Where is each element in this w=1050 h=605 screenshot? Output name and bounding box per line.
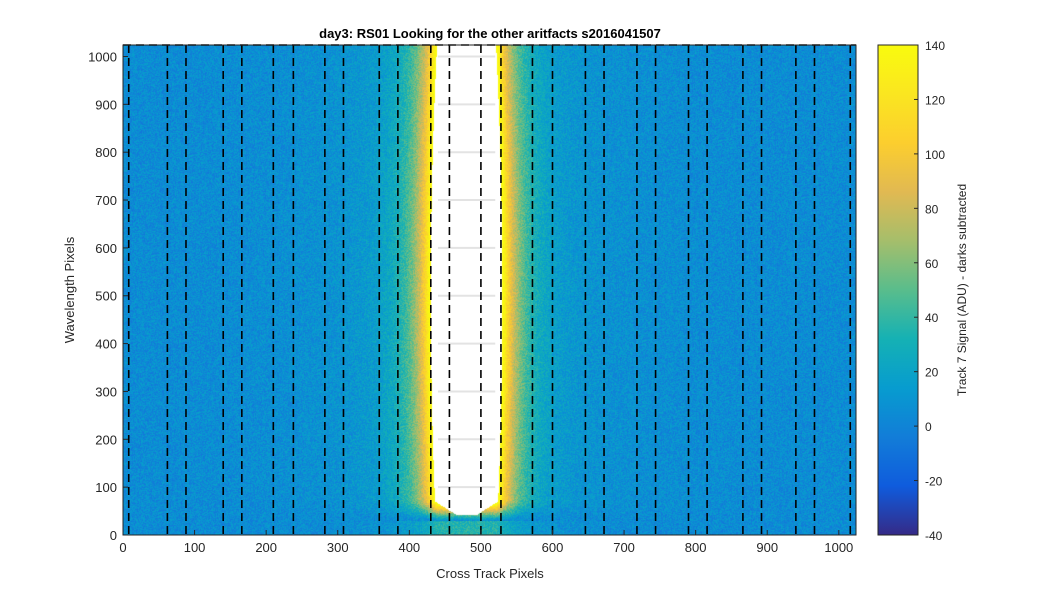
colorbar-tick-label: -20 xyxy=(925,475,943,489)
x-tick-label: 800 xyxy=(685,540,707,555)
heatmap-image xyxy=(123,45,856,535)
x-tick-label: 1000 xyxy=(824,540,853,555)
y-tick-label: 1000 xyxy=(88,49,117,64)
axes-frame xyxy=(122,44,857,536)
y-tick-label: 500 xyxy=(95,289,117,304)
y-tick-label: 800 xyxy=(95,145,117,160)
colorbar-tick-label: 20 xyxy=(925,366,939,380)
x-axis-label: Cross Track Pixels xyxy=(436,566,544,581)
x-tick-label: 900 xyxy=(756,540,778,555)
x-tick-label: 200 xyxy=(255,540,277,555)
x-axis: 0 100 200 300 400 500 600 700 800 900 1000 xyxy=(119,530,853,555)
x-tick-label: 500 xyxy=(470,540,492,555)
y-axis-label: Wavelength Pixels xyxy=(62,236,77,343)
x-tick-label: 400 xyxy=(398,540,420,555)
colorbar-tick-label: 120 xyxy=(925,93,945,107)
y-tick-label: 700 xyxy=(95,193,117,208)
y-axis: 0 100 200 300 400 500 600 700 800 900 1000 xyxy=(88,49,128,543)
colorbar-bar xyxy=(877,44,919,536)
colorbar-tick-label: 80 xyxy=(925,202,939,216)
x-tick-label: 700 xyxy=(613,540,635,555)
chart-title: day3: RS01 Looking for the other aritfac… xyxy=(319,26,661,41)
x-tick-label: 100 xyxy=(184,540,206,555)
x-tick-label: 600 xyxy=(542,540,564,555)
colorbar-tick-label: 100 xyxy=(925,148,945,162)
y-tick-label: 100 xyxy=(95,480,117,495)
y-tick-label: 0 xyxy=(110,528,117,543)
y-tick-label: 400 xyxy=(95,337,117,352)
plot-area xyxy=(122,44,857,536)
y-tick-label: 300 xyxy=(95,384,117,399)
colorbar-tick-label: 140 xyxy=(925,39,945,53)
x-tick-label: 0 xyxy=(119,540,126,555)
y-tick-label: 200 xyxy=(95,432,117,447)
colorbar-tick-label: 40 xyxy=(925,311,939,325)
colorbar-tick-label: 60 xyxy=(925,257,939,271)
colorbar-tick-label: -40 xyxy=(925,529,943,543)
x-tick-label: 300 xyxy=(327,540,349,555)
y-tick-label: 600 xyxy=(95,241,117,256)
y-tick-label: 900 xyxy=(95,97,117,112)
colorbar: -40 -20 0 20 40 60 80 100 120 140 xyxy=(877,39,945,543)
colorbar-label: Track 7 Signal (ADU) - darks subtracted xyxy=(955,184,969,396)
colorbar-tick-label: 0 xyxy=(925,420,932,434)
